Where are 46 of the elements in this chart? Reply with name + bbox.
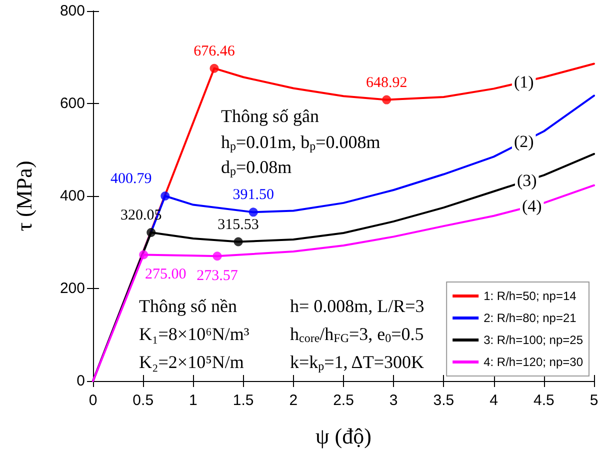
point	[382, 95, 392, 104]
x-tick-label: 4.5	[533, 392, 554, 409]
legend-label: 4: R/h=120; np=30	[484, 355, 584, 369]
annotation: K₂=2×10⁵N/m	[139, 352, 244, 372]
point	[212, 252, 222, 261]
annotation: 273.57	[196, 268, 238, 284]
x-tick-label: 1.5	[232, 392, 254, 409]
annotation: (1)	[514, 72, 534, 92]
x-tick-label: 4	[490, 392, 498, 409]
annotation: (2)	[514, 132, 534, 151]
x-tick-label: 3	[389, 392, 398, 409]
y-tick-label: 0	[76, 372, 85, 390]
legend-label: 3: R/h=100; np=25	[484, 333, 584, 347]
x-axis-title: ψ (độ)	[316, 424, 372, 448]
y-tick-label: 400	[60, 188, 85, 204]
x-tick-label: 2	[289, 392, 298, 409]
y-tick-label: 600	[60, 95, 85, 112]
point	[248, 208, 258, 217]
y-axis-title: τ (MPa)	[12, 160, 36, 232]
annotation: 676.46	[194, 43, 236, 60]
x-tick-label: 0.5	[132, 392, 154, 409]
legend-label: 1: R/h=50; np=14	[484, 289, 577, 303]
annotation: (4)	[522, 196, 542, 216]
annotation: 391.50	[232, 187, 274, 204]
point	[139, 250, 148, 260]
point	[234, 237, 243, 246]
annotation: 648.92	[366, 74, 408, 91]
y-tick-label: 200	[60, 280, 85, 297]
annotation: 400.79	[110, 171, 152, 187]
annotation: 315.53	[218, 216, 259, 233]
x-tick-label: 0	[88, 392, 98, 409]
x-tick-label: 3.5	[433, 392, 454, 409]
x-tick-label: 5	[590, 392, 598, 409]
x-tick-label: 1	[189, 392, 198, 409]
annotation: h= 0.008m, L/R=3	[290, 296, 424, 316]
annotation: Thông số nền	[139, 296, 237, 316]
annotation: 275.00	[144, 266, 186, 283]
annotation: K₁=8×10⁶N/m³	[139, 324, 250, 344]
point	[160, 192, 170, 200]
annotation: Thông số gân	[221, 106, 319, 126]
legend-label: 2: R/h=80; np=21	[484, 311, 577, 325]
annotation: (3)	[516, 171, 537, 190]
y-tick-label: 800	[60, 2, 85, 20]
x-tick-label: 2.5	[333, 392, 354, 409]
point	[146, 228, 156, 238]
point	[210, 64, 219, 73]
